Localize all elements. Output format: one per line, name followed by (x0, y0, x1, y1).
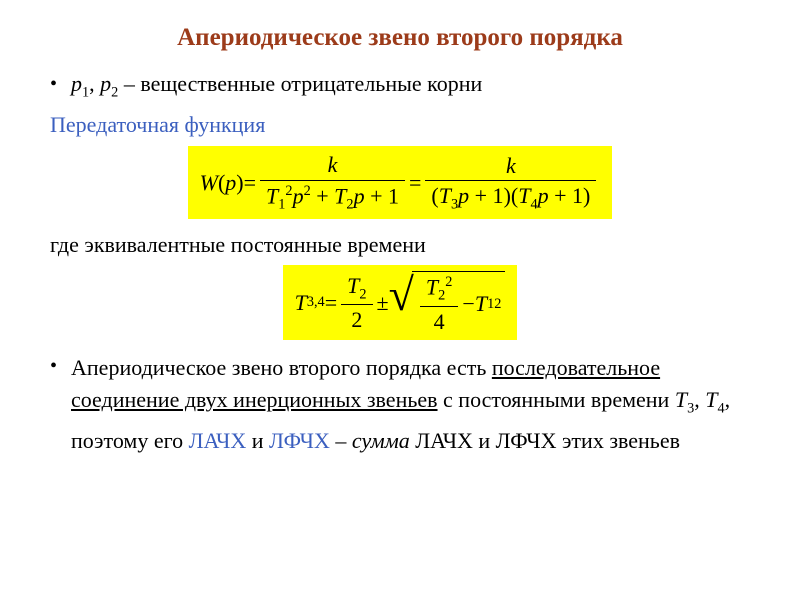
b2dash: – (330, 428, 352, 453)
b2T3: T (675, 387, 687, 412)
bullet-dot-icon: • (50, 352, 57, 380)
p3: p (458, 183, 469, 208)
eq2-T: T (295, 290, 307, 316)
p4: p (538, 183, 549, 208)
sqn: T22 (420, 274, 459, 304)
sqrt-icon: √ (389, 275, 414, 338)
bullet-1-text: p1, p2 – вещественные отрицательные корн… (71, 70, 482, 106)
pp: p (293, 183, 304, 208)
bullet-2: • Апериодическое звено второго порядка е… (40, 352, 760, 456)
p2-var: p (100, 71, 111, 96)
eq2-frac-num: T2 (341, 273, 372, 303)
fraction-bar-icon (341, 304, 372, 305)
eq1-frac2-den: (T3p + 1)(T4p + 1) (425, 183, 596, 213)
b2l1: ЛАЧХ (189, 428, 247, 453)
eq1-frac2: k (T3p + 1)(T4p + 1) (425, 153, 596, 213)
sep: , (89, 71, 100, 96)
pl3: + 1 (469, 183, 503, 208)
eq1-eq1: = (244, 170, 256, 196)
eq1-eq2: = (409, 170, 421, 196)
pp3: p (354, 183, 365, 208)
b2T4: T (705, 387, 717, 412)
eq1-frac1: k T12p2 + T2p + 1 (260, 152, 405, 212)
t4: T (518, 183, 530, 208)
ft: T (347, 273, 359, 298)
eq2-sqrt: √ T22 4 − T12 (389, 271, 506, 334)
pl1: + (311, 183, 334, 208)
fraction-bar-icon (420, 306, 459, 307)
b2t4: ЛАЧХ и ЛФЧХ этих звеньев (410, 428, 680, 453)
where-line: где эквивалентные постоянные времени (40, 231, 760, 259)
b2c: , (694, 387, 705, 412)
b2t2: с постоянными времени (438, 387, 675, 412)
equation-1: W ( p ) = k T12p2 + T2p + 1 = k (T3p + 1… (188, 146, 613, 218)
bullet-dot-icon: • (50, 70, 57, 98)
eq1-W: W (200, 170, 218, 196)
c1: ) (504, 183, 511, 208)
sqt: T (426, 274, 438, 299)
b2T4s: 4 (717, 401, 724, 417)
b2and: и (246, 428, 269, 453)
sqd: 4 (428, 309, 451, 334)
bullet-1-rest: – вещественные отрицательные корни (118, 71, 482, 96)
eq1-frac2-num: k (500, 153, 522, 178)
eq1-frac1-den: T12p2 + T2p + 1 (260, 183, 405, 213)
eq2-pm: ± (377, 290, 389, 316)
o1: ( (431, 183, 438, 208)
sqtp: 2 (445, 274, 452, 290)
t1: T (266, 183, 278, 208)
slide-title: Апериодическое звено второго порядка (40, 24, 760, 52)
t1p: 2 (285, 183, 292, 199)
sqT1: T (475, 291, 487, 317)
eq1-close: ) (236, 170, 243, 196)
eq1-frac1-num: k (322, 152, 344, 177)
equation-2: T3,4 = T2 2 ± √ T22 4 − T12 (283, 265, 518, 340)
eq2-frac-den: 2 (345, 307, 368, 332)
equation-2-wrap: T3,4 = T2 2 ± √ T22 4 − T12 (40, 265, 760, 340)
sqT1s: 1 (487, 296, 494, 313)
eq2-sqrt-frac: T22 4 (420, 274, 459, 334)
b2it: сумма (352, 428, 410, 453)
equation-1-wrap: W ( p ) = k T12p2 + T2p + 1 = k (T3p + 1… (40, 146, 760, 218)
t4s: 4 (530, 196, 537, 212)
subhead-transfer-fn: Передаточная функция (40, 112, 760, 138)
eq2-eq: = (325, 290, 337, 316)
fts: 2 (359, 286, 366, 302)
t2s: 2 (346, 196, 353, 212)
p1-var: p (71, 71, 82, 96)
eq2-T-sub: 3,4 (307, 294, 325, 311)
pp2: 2 (304, 183, 311, 199)
c2: ) (583, 183, 590, 208)
sqmin: − (462, 291, 474, 317)
bullet-2-text: Апериодическое звено второго порядка ест… (71, 352, 760, 456)
bullet-1: • p1, p2 – вещественные отрицательные ко… (40, 70, 760, 106)
b2t1: Апериодическое звено второго порядка ест… (71, 355, 492, 380)
eq2-sqrt-body: T22 4 − T12 (412, 271, 506, 334)
fraction-bar-icon (425, 180, 596, 181)
pl4: + 1 (549, 183, 583, 208)
eq2-frac: T2 2 (341, 273, 372, 333)
t3: T (439, 183, 451, 208)
fraction-bar-icon (260, 180, 405, 181)
eq1-p: p (225, 170, 236, 196)
sqT1p: 2 (494, 296, 501, 313)
b2l2: ЛФЧХ (269, 428, 330, 453)
t2: T (334, 183, 346, 208)
pl2: + 1 (365, 183, 399, 208)
